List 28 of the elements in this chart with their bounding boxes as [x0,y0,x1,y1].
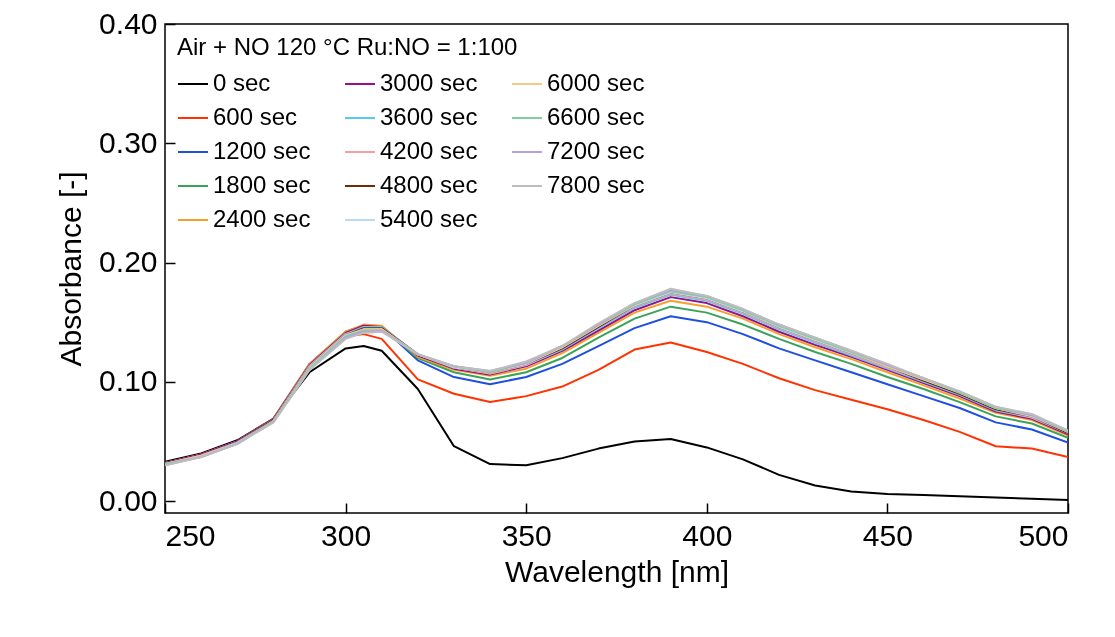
legend-label: 7800 sec [547,171,645,198]
y-axis-title: Absorbance [-] [54,171,88,367]
legend-label: 4800 sec [380,171,478,198]
x-tick-label: 250 [165,518,216,552]
legend-label: 2400 sec [213,205,311,232]
legend-label: 3000 sec [380,69,478,96]
legend-label: 4200 sec [380,137,478,164]
legend-label: 5400 sec [380,205,478,232]
x-tick-label: 350 [501,518,552,552]
y-tick-label: 0.40 [99,6,158,40]
x-axis-title: Wavelength [nm] [505,554,729,588]
legend-label: 7200 sec [547,137,645,164]
y-tick-label: 0.30 [99,125,158,159]
y-tick-label: 0.00 [99,483,158,517]
legend-title: Air + NO 120 °C Ru:NO = 1:100 [177,33,518,60]
legend-label: 600 sec [213,103,298,130]
x-tick-label: 300 [321,518,372,552]
legend-label: 6000 sec [547,69,645,96]
legend-label: 6600 sec [547,103,645,130]
legend-label: 1800 sec [213,171,311,198]
legend-label: 1200 sec [213,137,311,164]
legend-label: 3600 sec [380,103,478,130]
x-tick-label: 500 [1018,518,1069,552]
legend-label: 0 sec [213,69,271,96]
y-tick-label: 0.20 [99,245,158,279]
x-tick-label: 400 [682,518,733,552]
y-tick-label: 0.10 [99,364,158,398]
x-tick-label: 450 [862,518,913,552]
